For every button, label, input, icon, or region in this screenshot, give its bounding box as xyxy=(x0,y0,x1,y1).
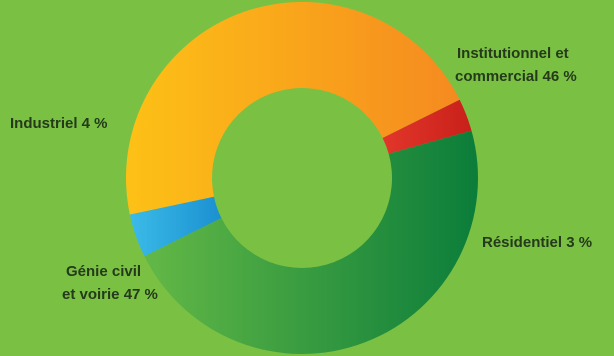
label-institutionnel-line2: commercial 46 % xyxy=(455,68,577,85)
slice-genie-civil xyxy=(144,130,479,355)
label-genie-civil-line1: Génie civil xyxy=(66,263,142,280)
label-residentiel: Résidentiel 3 % xyxy=(482,234,593,251)
label-genie-civil-line2: et voirie 47 % xyxy=(62,286,158,303)
slice-industriel xyxy=(129,196,222,257)
label-institutionnel-line1: Institutionnel et xyxy=(457,45,569,62)
slice-institutionnel xyxy=(125,1,460,215)
slice-residentiel xyxy=(382,99,472,154)
label-industriel: Industriel 4 % xyxy=(10,115,108,132)
